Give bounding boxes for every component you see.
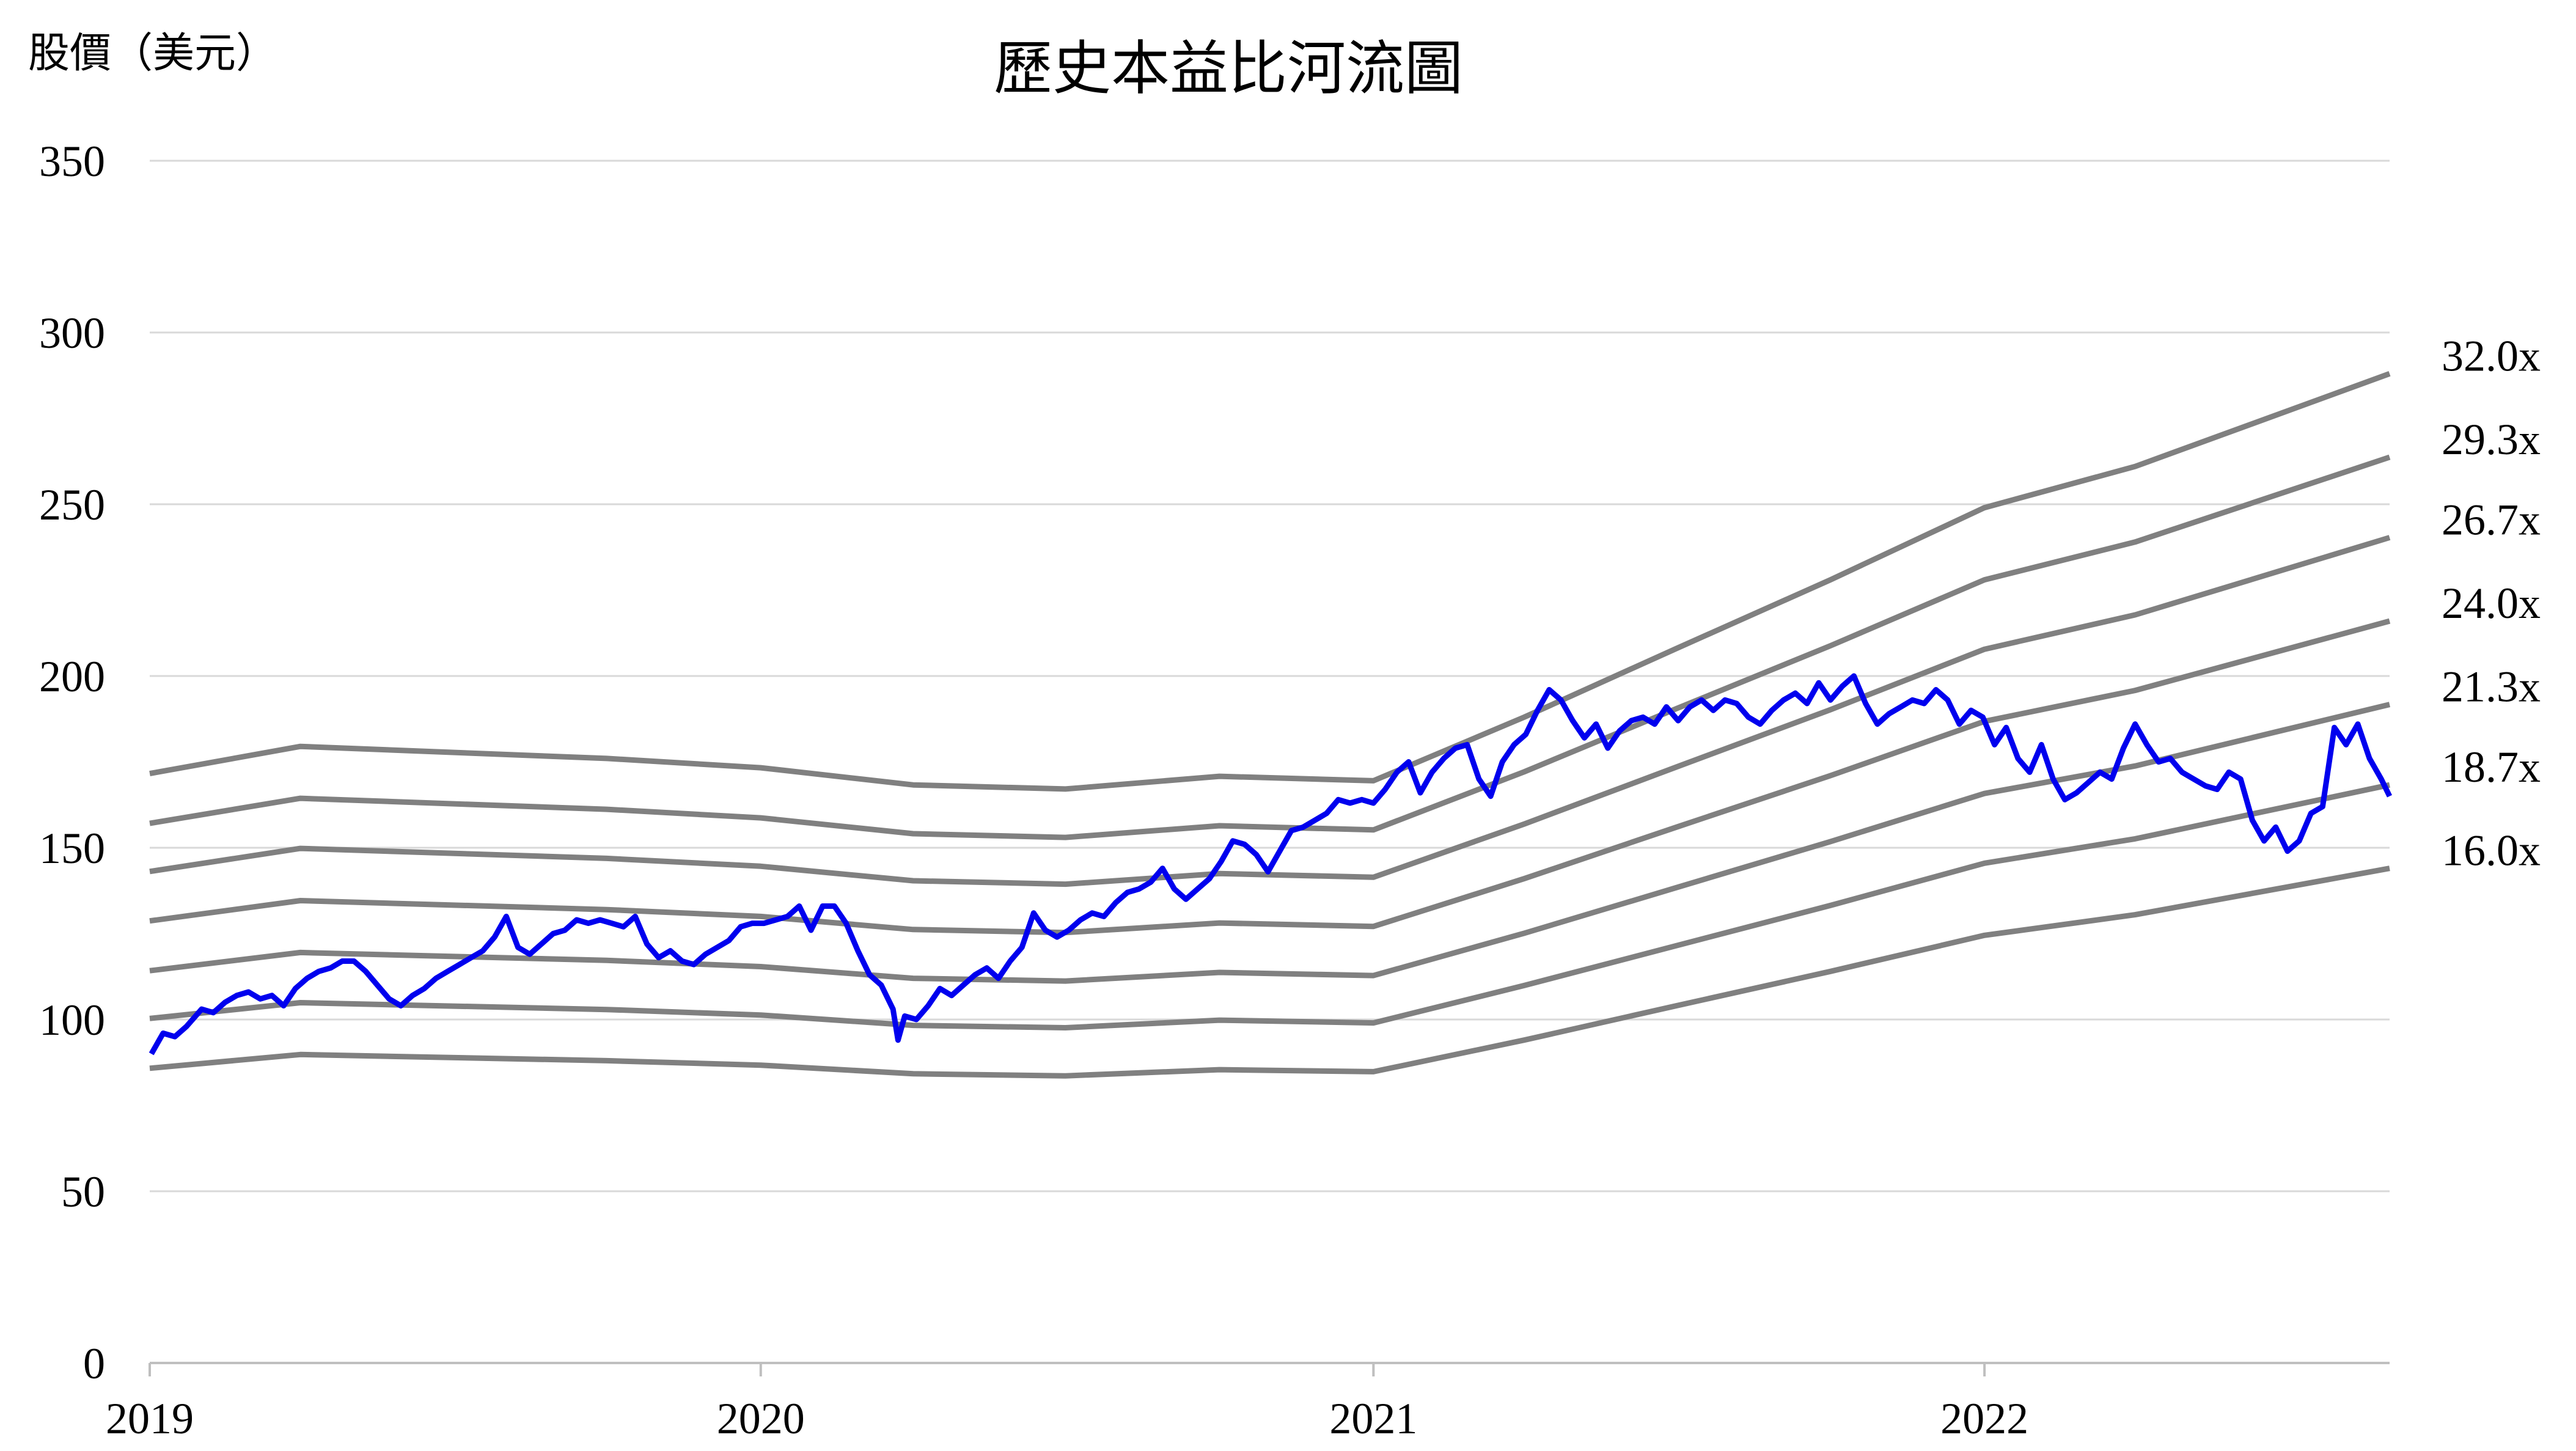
pe-band-32.0x bbox=[149, 371, 2391, 792]
labels: 0 50 100 150 200 250 300 350 2019 2020 2021 2022 32.… bbox=[39, 137, 2541, 1443]
y-tick-label-350: 350 bbox=[39, 137, 105, 186]
band-label-32.0x: 32.0x bbox=[2442, 331, 2541, 380]
y-tick-label-150: 150 bbox=[39, 824, 105, 873]
band-label-24.0x: 24.0x bbox=[2442, 579, 2541, 628]
y-tick-label-250: 250 bbox=[39, 480, 105, 529]
pe-band-24.0x bbox=[149, 618, 2391, 936]
pe-band-lines bbox=[149, 371, 2391, 1079]
band-label-29.3x: 29.3x bbox=[2442, 415, 2541, 464]
x-tick-label-2020: 2020 bbox=[717, 1394, 805, 1443]
x-tick-label-2019: 2019 bbox=[106, 1394, 194, 1443]
y-tick-label-200: 200 bbox=[39, 652, 105, 701]
y-tick-label-50: 50 bbox=[61, 1167, 105, 1216]
axes bbox=[149, 1362, 2390, 1376]
pe-band-26.7x bbox=[149, 535, 2391, 887]
pe-band-21.3x bbox=[149, 702, 2391, 984]
y-tick-label-100: 100 bbox=[39, 996, 105, 1045]
y-tick-label-0: 0 bbox=[83, 1339, 105, 1388]
band-label-16.0x: 16.0x bbox=[2442, 826, 2541, 875]
y-tick-label-300: 300 bbox=[39, 309, 105, 358]
price-line bbox=[149, 673, 2393, 1056]
pe-band-16.0x bbox=[149, 865, 2390, 1079]
y-axis-unit-label: 股價（美元） bbox=[28, 29, 277, 78]
pe-band-18.7x bbox=[149, 782, 2390, 1030]
price-line-group bbox=[149, 673, 2393, 1056]
x-tick-label-2022: 2022 bbox=[1940, 1394, 2028, 1443]
chart-title: 歷史本益比河流圖 bbox=[994, 34, 1463, 103]
band-label-26.7x: 26.7x bbox=[2442, 496, 2541, 545]
gridlines bbox=[150, 160, 2390, 1192]
band-label-18.7x: 18.7x bbox=[2442, 743, 2541, 792]
band-label-21.3x: 21.3x bbox=[2442, 663, 2541, 711]
x-tick-label-2021: 2021 bbox=[1329, 1394, 1417, 1443]
